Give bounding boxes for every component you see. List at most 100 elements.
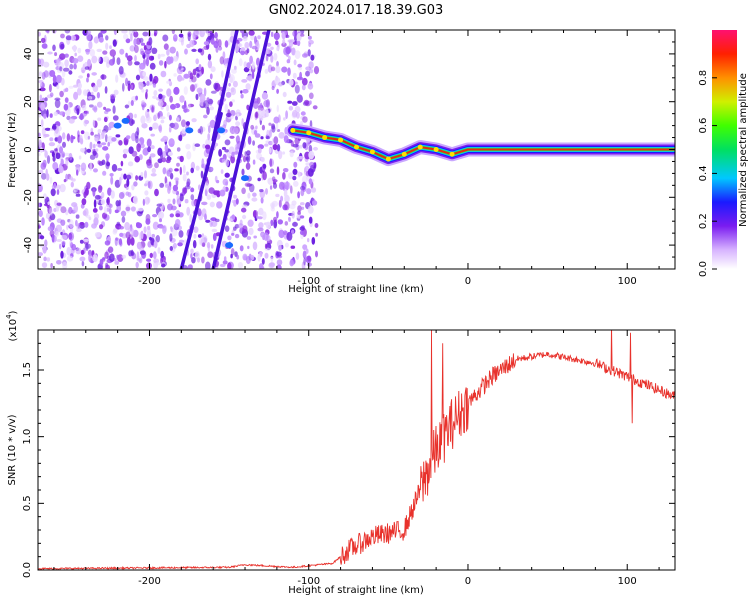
noise-speck <box>172 242 177 249</box>
noise-speck <box>246 104 250 111</box>
noise-speck <box>270 205 275 212</box>
noise-speck <box>97 117 102 121</box>
noise-speck <box>144 183 148 187</box>
noise-speck <box>270 54 274 63</box>
noise-speck <box>52 44 56 52</box>
noise-speck <box>251 71 255 80</box>
noise-speck <box>292 72 297 79</box>
noise-speck <box>105 264 110 269</box>
noise-speck <box>244 50 249 55</box>
noise-speck <box>99 258 104 266</box>
noise-speck <box>56 189 60 195</box>
noise-speck <box>170 103 176 110</box>
noise-speck <box>95 148 99 152</box>
noise-speck <box>273 136 279 145</box>
noise-speck <box>107 126 112 131</box>
noise-speck <box>64 30 71 34</box>
noise-speck <box>107 246 114 253</box>
noise-speck <box>168 185 172 191</box>
noise-speck <box>297 210 301 216</box>
noise-speck <box>218 46 223 51</box>
noise-speck <box>204 182 209 191</box>
noise-speck <box>94 194 101 200</box>
noise-speck <box>278 229 285 239</box>
noise-speck <box>184 199 189 204</box>
noise-speck <box>40 119 44 128</box>
noise-speck <box>172 122 179 130</box>
x-tick-label: 0 <box>465 276 471 287</box>
snr-axes: -200 -100 0 100 0.0 0.5 1.0 1.5 <box>22 330 675 587</box>
noise-speck <box>213 40 219 49</box>
noise-speck <box>46 109 49 118</box>
noise-speck <box>109 253 115 262</box>
noise-speck <box>283 117 286 121</box>
noise-speck <box>133 38 137 47</box>
noise-speck <box>38 58 42 65</box>
noise-speck <box>235 198 239 205</box>
snr-multiplier-base: (x10 <box>8 319 19 342</box>
noise-speck <box>77 82 83 89</box>
noise-speck <box>273 53 278 61</box>
noise-speck <box>251 45 258 50</box>
noise-speck <box>135 261 139 269</box>
noise-speck <box>84 119 90 125</box>
noise-speck <box>194 251 200 260</box>
noise-speck <box>48 84 52 93</box>
noise-speck <box>84 66 90 70</box>
noise-speck <box>140 115 146 125</box>
noise-speck <box>166 169 172 177</box>
x-tick-label: 0 <box>465 576 471 587</box>
figure-title: GN02.2024.017.18.39.G03 <box>269 3 444 18</box>
noise-speck <box>260 197 264 204</box>
noise-speck <box>38 139 42 149</box>
noise-speck <box>132 229 139 238</box>
noise-speck <box>152 221 159 230</box>
noise-speck <box>73 63 77 70</box>
noise-speck <box>174 177 180 181</box>
noise-speck <box>300 202 305 206</box>
noise-speck <box>86 30 92 35</box>
noise-speck <box>106 198 109 204</box>
signal-blob <box>225 242 234 249</box>
signal-blob <box>185 127 194 134</box>
noise-speck <box>136 241 142 250</box>
signal-track-knot <box>369 149 375 155</box>
noise-speck <box>264 252 269 259</box>
noise-speck <box>180 38 184 46</box>
noise-speck <box>159 218 162 223</box>
noise-speck <box>99 205 103 211</box>
noise-speck <box>130 206 136 212</box>
noise-speck <box>145 218 151 225</box>
noise-speck <box>276 144 281 152</box>
noise-speck <box>93 105 98 113</box>
noise-speck <box>134 30 137 33</box>
noise-speck <box>75 219 78 227</box>
noise-speck <box>239 245 244 252</box>
noise-speck <box>49 176 53 184</box>
noise-speck <box>126 237 132 246</box>
noise-speck <box>151 167 156 174</box>
noise-speck <box>103 130 107 134</box>
noise-speck <box>282 172 286 180</box>
noise-speck <box>200 170 204 179</box>
noise-speck <box>311 200 318 206</box>
noise-speck <box>61 151 65 158</box>
noise-speck <box>278 199 282 208</box>
noise-speck <box>81 261 85 267</box>
noise-speck <box>39 87 46 92</box>
noise-speck <box>101 191 105 199</box>
noise-speck <box>175 213 181 218</box>
noise-speck <box>256 109 263 119</box>
noise-speck <box>49 137 54 142</box>
noise-speck <box>313 146 318 151</box>
noise-speck <box>131 119 136 125</box>
noise-speck <box>307 238 310 243</box>
noise-speck <box>225 87 231 92</box>
noise-speck <box>257 253 261 262</box>
noise-speck <box>51 151 56 158</box>
noise-speck <box>151 47 158 54</box>
noise-speck <box>160 250 165 259</box>
noise-speck <box>294 137 300 145</box>
noise-speck <box>154 188 159 197</box>
noise-speck <box>89 162 93 172</box>
